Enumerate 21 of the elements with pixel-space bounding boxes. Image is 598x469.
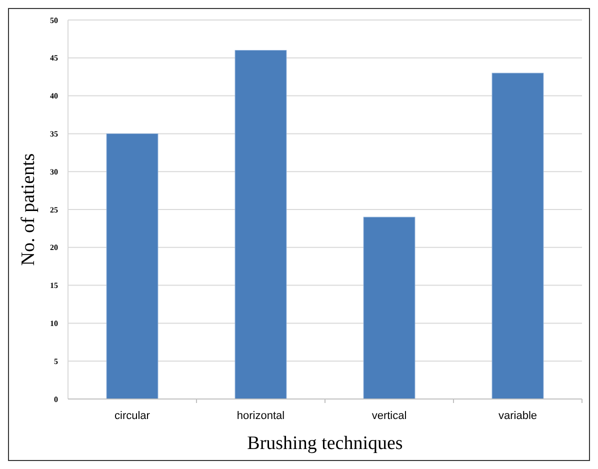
y-tick-label: 50 bbox=[50, 16, 58, 25]
y-tick-label: 25 bbox=[50, 205, 58, 214]
y-tick-label: 5 bbox=[54, 356, 58, 366]
y-tick-label: 45 bbox=[50, 54, 58, 63]
bar bbox=[363, 216, 416, 400]
x-tick-label: circular bbox=[114, 410, 150, 422]
x-tick-label: vertical bbox=[372, 410, 407, 422]
x-tick-label: horizontal bbox=[236, 410, 285, 422]
bar bbox=[106, 133, 158, 400]
bar bbox=[234, 50, 287, 400]
y-tick-label: 30 bbox=[50, 167, 58, 176]
y-tick-label: 10 bbox=[50, 319, 58, 328]
y-tick-label: 35 bbox=[50, 130, 58, 138]
y-tick-label: 40 bbox=[50, 92, 58, 101]
x-axis-title: Brushing techniques bbox=[247, 433, 403, 454]
y-axis-title: No. of patients bbox=[18, 153, 39, 266]
y-tick-label: 0 bbox=[54, 394, 58, 404]
y-tick-label: 20 bbox=[50, 243, 58, 252]
bar bbox=[492, 72, 544, 400]
y-tick-label: 15 bbox=[50, 281, 58, 290]
x-tick-label: variable bbox=[498, 410, 538, 422]
